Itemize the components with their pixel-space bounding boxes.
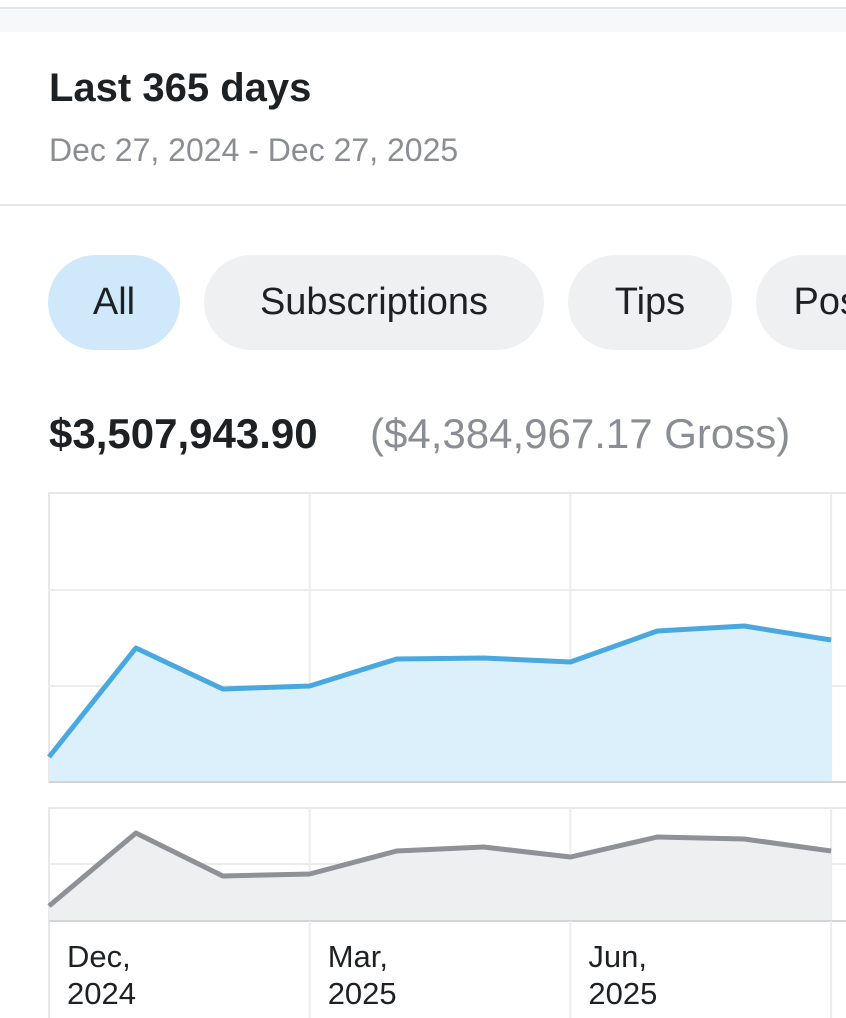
tab[interactable]: Tips — [568, 255, 732, 350]
line — [47, 623, 832, 759]
area — [49, 626, 832, 782]
tab[interactable]: Subscriptions — [204, 255, 544, 350]
x-tick-label: Dec, 2024 — [67, 939, 136, 1011]
x-tick-label: Jun, 2025 — [588, 939, 658, 1011]
gross-amount: ($4,384,967.17 Gross) — [370, 410, 791, 457]
period-title: Last 365 days — [49, 66, 312, 110]
line — [47, 830, 832, 908]
x-tick-label: Mar, 2025 — [327, 939, 397, 1011]
tab[interactable]: Posts — [756, 255, 846, 350]
net-amount: $3,507,943.90 — [49, 410, 318, 457]
area — [49, 833, 832, 921]
top-band — [0, 7, 846, 32]
date-range: Dec 27, 2024 - Dec 27, 2025 — [49, 132, 459, 168]
divider — [0, 204, 846, 206]
tab[interactable]: All — [48, 255, 180, 350]
